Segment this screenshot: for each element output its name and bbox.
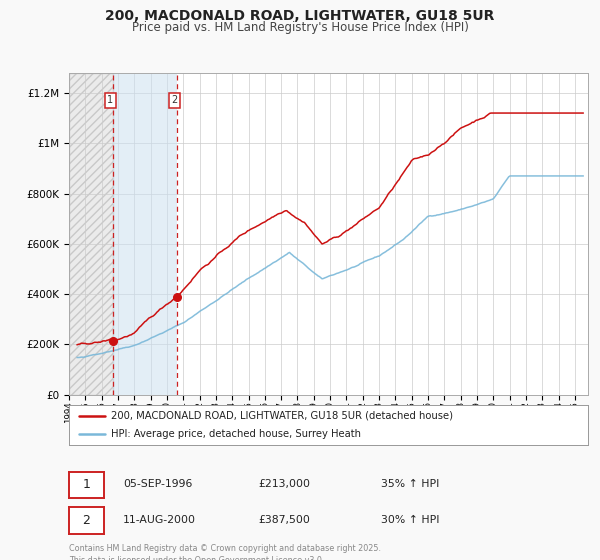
Text: 200, MACDONALD ROAD, LIGHTWATER, GU18 5UR: 200, MACDONALD ROAD, LIGHTWATER, GU18 5U… (106, 9, 494, 23)
Text: Price paid vs. HM Land Registry's House Price Index (HPI): Price paid vs. HM Land Registry's House … (131, 21, 469, 34)
Text: 200, MACDONALD ROAD, LIGHTWATER, GU18 5UR (detached house): 200, MACDONALD ROAD, LIGHTWATER, GU18 5U… (110, 411, 452, 421)
Text: 11-AUG-2000: 11-AUG-2000 (123, 515, 196, 525)
Text: 1: 1 (107, 95, 113, 105)
Bar (113, 73, 177, 395)
Text: £213,000: £213,000 (258, 479, 310, 489)
Text: £387,500: £387,500 (258, 515, 310, 525)
Text: 2: 2 (172, 95, 178, 105)
Text: 1: 1 (82, 478, 91, 492)
Text: 35% ↑ HPI: 35% ↑ HPI (381, 479, 439, 489)
Text: 2: 2 (82, 514, 91, 527)
Text: Contains HM Land Registry data © Crown copyright and database right 2025.
This d: Contains HM Land Registry data © Crown c… (69, 544, 381, 560)
Bar (69, 73, 113, 395)
Text: HPI: Average price, detached house, Surrey Heath: HPI: Average price, detached house, Surr… (110, 430, 361, 439)
Text: 05-SEP-1996: 05-SEP-1996 (123, 479, 193, 489)
Bar (69, 73, 113, 395)
Text: 30% ↑ HPI: 30% ↑ HPI (381, 515, 439, 525)
